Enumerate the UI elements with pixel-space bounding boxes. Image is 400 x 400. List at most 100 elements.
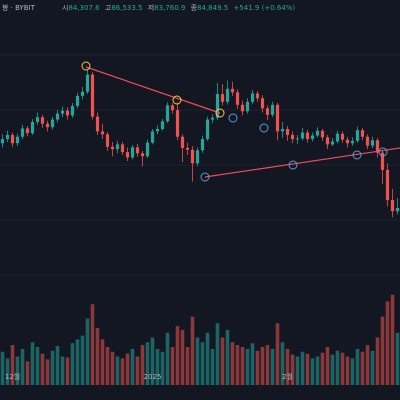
- volume-bar: [195, 337, 200, 385]
- volume-bar: [30, 342, 35, 385]
- candle-body: [390, 200, 395, 212]
- volume-bar: [45, 359, 50, 385]
- high-value: 86,533.5: [111, 4, 142, 12]
- candle-body: [385, 169, 390, 201]
- candle-body: [370, 140, 375, 146]
- volume-bar: [270, 348, 275, 385]
- volume-bar: [390, 294, 395, 385]
- volume-bar: [385, 301, 390, 385]
- volume-bar: [135, 356, 140, 385]
- volume-bar: [175, 326, 180, 385]
- volume-bar: [155, 348, 160, 385]
- candle-body: [255, 93, 260, 99]
- candle-body: [10, 134, 15, 144]
- symbol: 봉 · BYBIT: [2, 4, 36, 12]
- volume-bar: [40, 353, 45, 385]
- volume-bar: [235, 345, 240, 385]
- volume-bar: [375, 337, 380, 385]
- candle-body: [130, 147, 135, 158]
- chart-header: 봉 · BYBIT 시84,307.6 고86,533.5 저83,760.9 …: [2, 3, 295, 12]
- candle-body: [190, 149, 195, 164]
- candle-body: [145, 142, 150, 157]
- candle-body: [230, 88, 235, 93]
- volume-bar: [335, 350, 340, 385]
- volume-bar: [265, 345, 270, 385]
- candle-body: [50, 119, 55, 128]
- candle-body: [120, 144, 125, 153]
- volume-bar: [160, 351, 165, 385]
- candle-body: [365, 136, 370, 146]
- volume-bar: [80, 335, 85, 385]
- low-label: 저: [148, 3, 154, 12]
- open-value: 84,307.6: [68, 4, 100, 12]
- volume-bar: [50, 350, 55, 385]
- close-value: 84,849.5: [197, 4, 228, 12]
- candle-body: [265, 108, 270, 115]
- grid: [0, 54, 400, 276]
- candle-body: [380, 152, 385, 170]
- volume-bar: [120, 358, 125, 385]
- candle-body: [305, 132, 310, 140]
- volume-bar: [100, 339, 105, 385]
- volume-bar: [395, 332, 400, 385]
- candle-body: [355, 130, 360, 141]
- volume-bar: [55, 346, 60, 385]
- volume-bar: [290, 354, 295, 385]
- candle-body: [135, 147, 140, 154]
- candle-body: [185, 147, 190, 150]
- volume-bar: [245, 348, 250, 385]
- volume-bar: [230, 342, 235, 385]
- volume-bar: [285, 348, 290, 385]
- volume-bar: [35, 347, 40, 385]
- drawings: [81, 61, 400, 182]
- candle-body: [245, 101, 250, 112]
- volume-bar: [240, 347, 245, 385]
- candle-body: [205, 119, 210, 140]
- volume-bar: [280, 342, 285, 385]
- candle-body: [310, 135, 315, 140]
- volume-bar: [165, 332, 170, 385]
- candle-body: [25, 128, 30, 134]
- candle-body: [315, 130, 320, 136]
- volume-bar: [145, 342, 150, 385]
- candle-body: [285, 129, 290, 135]
- volume-bar: [60, 356, 65, 385]
- volume-bar: [325, 347, 330, 385]
- candle-body: [290, 134, 295, 140]
- volume-bar: [5, 358, 10, 385]
- candle-body: [350, 140, 355, 144]
- volume-bar: [310, 358, 315, 385]
- x-tick-label: 12월: [5, 372, 20, 381]
- candle-body: [95, 116, 100, 132]
- candle-body: [105, 134, 110, 147]
- candle-body: [110, 146, 115, 150]
- volume-bar: [225, 329, 230, 385]
- volume-bar: [330, 354, 335, 385]
- volume-bar: [255, 350, 260, 385]
- candle-body: [65, 110, 70, 116]
- volume-bar: [10, 345, 15, 385]
- candle-body: [0, 139, 5, 144]
- volume-bar: [125, 353, 130, 385]
- candle-body: [210, 117, 215, 120]
- candle-body: [170, 105, 175, 111]
- volume-bar: [305, 353, 310, 385]
- candle-body: [80, 91, 85, 96]
- candle-body: [115, 144, 120, 150]
- high-label: 고: [105, 4, 112, 12]
- volume-bar: [355, 348, 360, 385]
- volume-bar: [380, 316, 385, 385]
- candle-body: [200, 139, 205, 151]
- candle-body: [270, 104, 275, 115]
- candle-body: [30, 121, 35, 134]
- volume-bar: [215, 323, 220, 385]
- candle-body: [195, 150, 200, 164]
- close-label: 종: [191, 4, 198, 12]
- x-tick-label: 2025: [144, 373, 162, 381]
- candle-body: [250, 93, 255, 102]
- candle-body: [165, 105, 170, 122]
- volume-bar: [95, 328, 100, 385]
- candle-body: [45, 123, 50, 128]
